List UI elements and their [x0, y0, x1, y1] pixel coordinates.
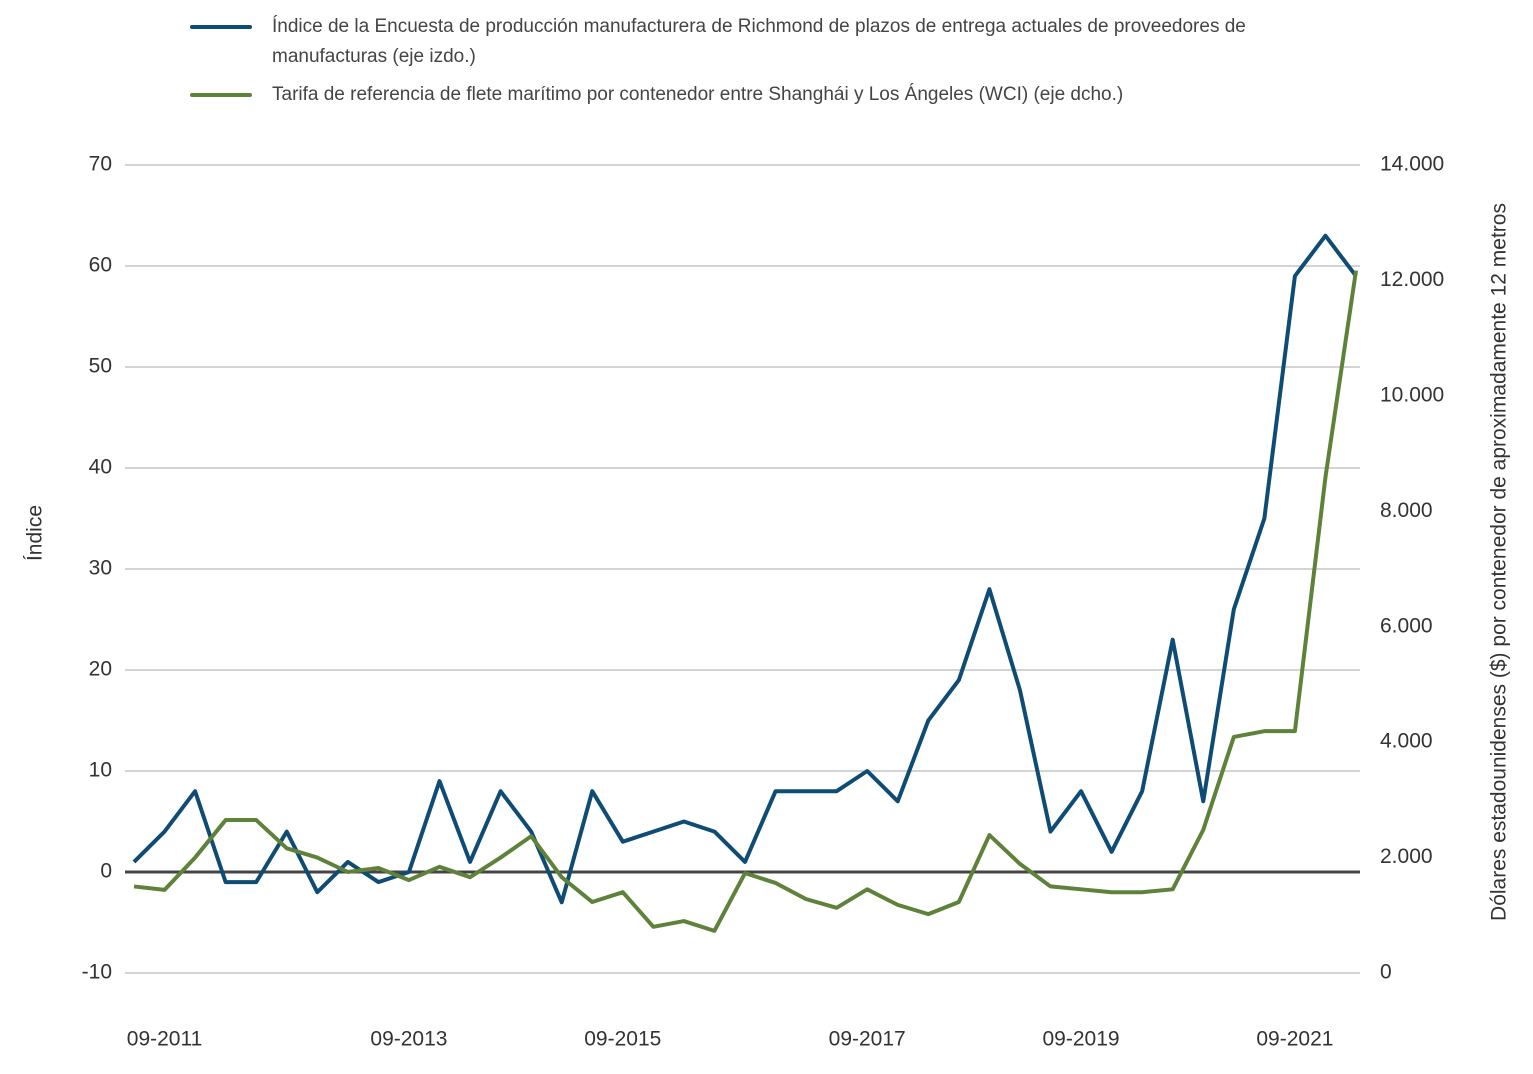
- x-tick-label: 09-2021: [1256, 1028, 1333, 1051]
- legend: Índice de la Encuesta de producción manu…: [190, 12, 1370, 118]
- x-tick-label: 09-2019: [1043, 1028, 1120, 1051]
- y2-tick-label: 8.000: [1380, 499, 1433, 522]
- legend-entry: Tarifa de referencia de flete marítimo p…: [190, 80, 1370, 110]
- y2-tick-label: 10.000: [1380, 383, 1444, 406]
- y2-tick-label: 0: [1380, 961, 1392, 984]
- y-tick-label: 20: [89, 658, 112, 681]
- y2-tick-label: 2.000: [1380, 845, 1433, 868]
- y-tick-label: 60: [89, 254, 112, 277]
- x-tick-label: 09-2011: [127, 1028, 203, 1051]
- y-tick-label: 70: [89, 153, 112, 176]
- legend-label: Tarifa de referencia de flete marítimo p…: [272, 84, 1124, 105]
- legend-label: Índice de la Encuesta de producción manu…: [272, 16, 1246, 67]
- y2-axis-title: Dólares estadounidenses ($) por contened…: [1488, 203, 1511, 921]
- series-line: [132, 233, 1358, 905]
- y2-tick-label: 6.000: [1380, 614, 1433, 637]
- x-tick-label: 09-2015: [584, 1028, 661, 1051]
- y-tick-label: 10: [89, 759, 112, 782]
- y-axis-title: Índice: [24, 505, 47, 561]
- legend-swatch: [190, 93, 252, 97]
- x-tick-label: 09-2013: [370, 1028, 447, 1051]
- x-tick-label: 09-2017: [829, 1028, 906, 1051]
- series-line: [133, 270, 1358, 933]
- y2-tick-label: 14.000: [1380, 153, 1444, 176]
- legend-swatch: [190, 25, 252, 29]
- y-tick-label: 40: [89, 456, 112, 479]
- y-tick-label: 0: [100, 860, 112, 883]
- y-tick-label: -10: [82, 961, 112, 984]
- y2-tick-label: 4.000: [1380, 730, 1433, 753]
- y2-tick-label: 12.000: [1380, 268, 1444, 291]
- y-tick-label: 30: [89, 557, 112, 580]
- legend-entry: Índice de la Encuesta de producción manu…: [190, 12, 1370, 72]
- y-tick-label: 50: [89, 355, 112, 378]
